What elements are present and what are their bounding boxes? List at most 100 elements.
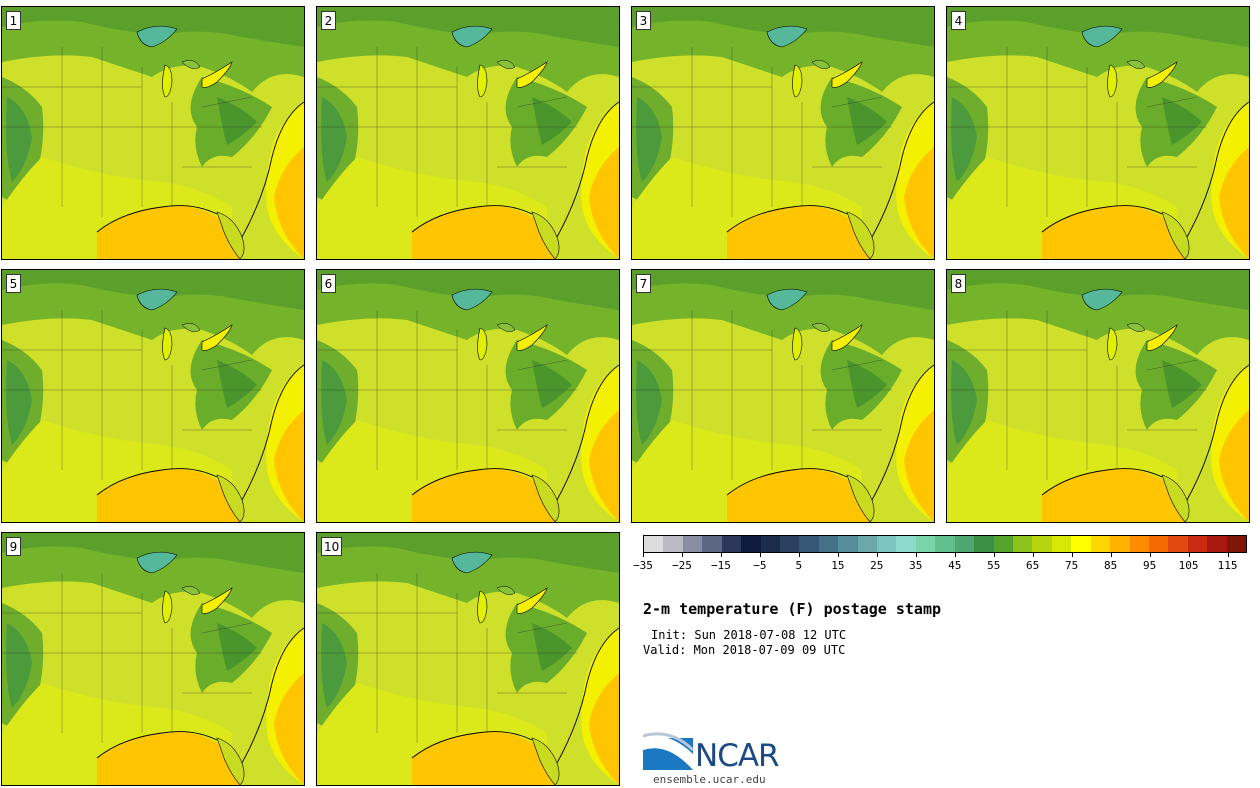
colorbar-segment <box>1187 536 1208 552</box>
init-time: Init: Sun 2018-07-08 12 UTC <box>651 628 847 642</box>
colorbar-segment <box>1071 536 1091 552</box>
colorbar-tick <box>993 553 995 557</box>
colorbar-tick-label: 85 <box>1103 559 1118 572</box>
member-number-label: 3 <box>636 11 651 30</box>
colorbar-segment <box>799 536 819 552</box>
colorbar-segment <box>702 536 722 552</box>
colorbar-segment <box>896 536 916 552</box>
map-panel: 8 <box>946 269 1250 523</box>
colorbar-tick-label: −25 <box>672 559 692 572</box>
ncar-logo-icon <box>643 732 695 770</box>
colorbar-segment <box>954 536 975 552</box>
temperature-map-icon <box>2 533 304 785</box>
temperature-map-icon <box>2 7 304 259</box>
colorbar-segment <box>741 536 761 552</box>
colorbar-segment <box>877 536 897 552</box>
colorbar-segment <box>838 536 858 552</box>
colorbar-segment <box>663 536 683 552</box>
member-number-label: 4 <box>951 11 966 30</box>
map-panel: 6 <box>316 269 620 523</box>
member-number-label: 9 <box>6 537 21 556</box>
colorbar-segment <box>779 536 800 552</box>
colorbar-tick <box>954 553 956 557</box>
member-number-label: 10 <box>321 537 343 556</box>
colorbar-tick-label: 105 <box>1178 559 1199 572</box>
colorbar-segment <box>818 536 839 552</box>
colorbar-segment <box>857 536 878 552</box>
colorbar-tick <box>1188 553 1190 557</box>
temperature-map-icon <box>317 7 619 259</box>
colorbar-tick-label: 25 <box>870 559 884 572</box>
colorbar-tick-label: 15 <box>831 559 845 572</box>
colorbar-segment <box>1013 536 1033 552</box>
colorbar-tick <box>1110 553 1112 557</box>
colorbar-tick <box>759 553 761 557</box>
colorbar-segment <box>682 536 703 552</box>
colorbar-tick <box>1071 553 1073 557</box>
colorbar-tick-label: 45 <box>948 559 962 572</box>
colorbar-segment <box>935 536 955 552</box>
map-panel: 2 <box>316 6 620 260</box>
colorbar-tick-label: −5 <box>753 559 767 572</box>
colorbar-segment <box>1168 536 1188 552</box>
colorbar-segment <box>1129 536 1149 552</box>
colorbar-ticks: −35 −25 −15 −5 5 15 25 35 45 55 65 75 85 95 105 115 <box>633 553 1247 575</box>
ncar-logo-text: NCAR <box>695 738 780 774</box>
colorbar-segment <box>1148 536 1169 552</box>
map-panel: 3 <box>631 6 935 260</box>
colorbar-segment <box>1051 536 1072 552</box>
colorbar-segment <box>993 536 1014 552</box>
colorbar-segment <box>1226 536 1247 552</box>
temperature-map-icon <box>317 533 619 785</box>
colorbar-tick <box>798 553 800 557</box>
colorbar-tick-label: 75 <box>1065 559 1079 572</box>
chart-title: 2-m temperature (F) postage stamp <box>643 600 942 618</box>
map-panel: 5 <box>1 269 305 523</box>
colorbar-tick <box>1149 553 1151 557</box>
colorbar-segment <box>1207 536 1227 552</box>
colorbar-tick <box>1032 553 1034 557</box>
colorbar-segment <box>644 536 664 552</box>
colorbar-segment <box>974 536 994 552</box>
colorbar-tick <box>915 553 917 557</box>
valid-time: Valid: Mon 2018-07-09 09 UTC <box>643 643 846 657</box>
member-number-label: 5 <box>6 274 21 293</box>
colorbar-tick <box>720 553 722 557</box>
site-url: ensemble.ucar.edu <box>653 773 766 786</box>
colorbar-tick-label: 55 <box>987 559 1001 572</box>
temperature-map-icon <box>317 270 619 522</box>
colorbar-segment <box>915 536 936 552</box>
member-number-label: 8 <box>951 274 966 293</box>
temperature-map-icon <box>632 270 934 522</box>
colorbar-tick <box>876 553 878 557</box>
colorbar-segment <box>1110 536 1130 552</box>
colorbar-tick-label: −15 <box>710 559 731 572</box>
map-panel: 7 <box>631 269 935 523</box>
member-number-label: 6 <box>321 274 336 293</box>
member-number-label: 1 <box>6 11 21 30</box>
temperature-map-icon <box>947 7 1249 259</box>
colorbar-tick-label: 35 <box>909 559 923 572</box>
colorbar-tick <box>681 553 683 557</box>
colorbar-tick-label: 65 <box>1026 559 1040 572</box>
map-panel: 9 <box>1 532 305 786</box>
colorbar-tick <box>837 553 839 557</box>
temperature-map-icon <box>632 7 934 259</box>
colorbar-segment <box>760 536 780 552</box>
colorbar-segment <box>1032 536 1052 552</box>
colorbar-segment <box>1090 536 1111 552</box>
member-number-label: 2 <box>321 11 336 30</box>
map-panel: 1 <box>1 6 305 260</box>
colorbar-tick <box>1227 553 1229 557</box>
colorbar-tick-label: −35 <box>633 559 653 572</box>
temperature-map-icon <box>2 270 304 522</box>
colorbar-tick-label: 95 <box>1142 559 1157 572</box>
colorbar-segment <box>721 536 742 552</box>
colorbar-tick <box>643 553 644 557</box>
temperature-colorbar <box>643 535 1247 553</box>
colorbar-tick-label: 5 <box>795 559 803 572</box>
temperature-map-icon <box>947 270 1249 522</box>
map-panel: 4 <box>946 6 1250 260</box>
member-number-label: 7 <box>636 274 651 293</box>
colorbar-tick-label: 115 <box>1217 559 1238 572</box>
